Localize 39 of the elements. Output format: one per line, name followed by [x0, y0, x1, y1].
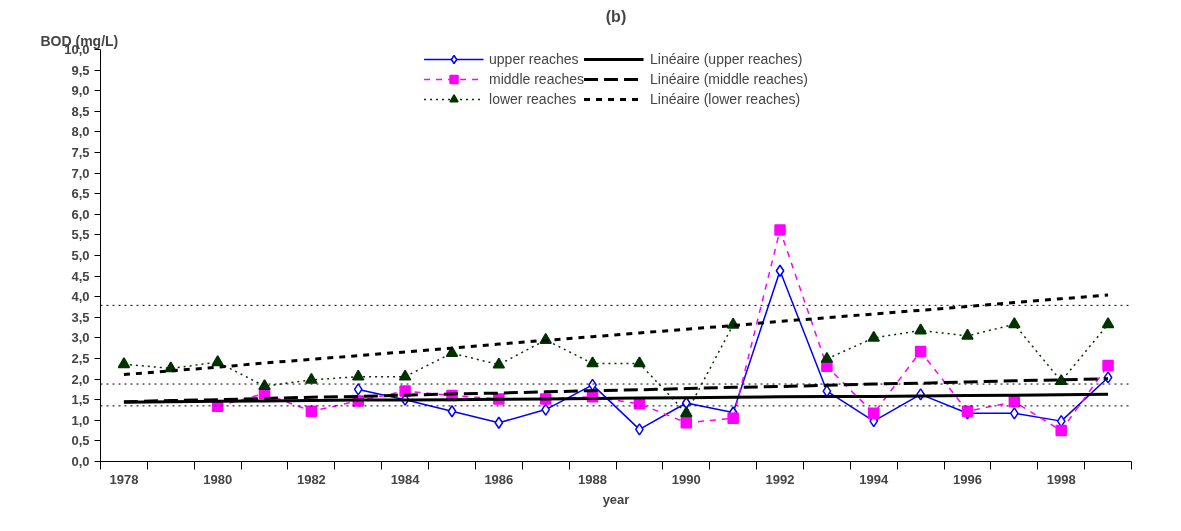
y-tick-label: 2,0 — [71, 371, 90, 387]
y-tick-label: 9,5 — [71, 62, 90, 78]
x-tick-label: 1990 — [671, 471, 701, 487]
x-tick-label: 1986 — [484, 471, 514, 487]
y-tick-label: 6,5 — [71, 186, 90, 202]
y-tick-label: 0,5 — [71, 433, 90, 449]
y-tick-label: 5,5 — [71, 227, 90, 243]
x-axis-title: year — [602, 491, 630, 507]
x-tick-label: 1994 — [859, 471, 889, 487]
y-tick-label: 3,5 — [71, 309, 90, 325]
y-tick-label: 0,0 — [71, 454, 90, 469]
y-tick-label: 4,5 — [71, 268, 90, 284]
y-tick-label: 3,0 — [71, 330, 90, 346]
y-tick-label: 7,0 — [71, 165, 90, 181]
y-tick-label: 2,5 — [71, 351, 90, 366]
x-tick-label: 1992 — [765, 471, 795, 487]
y-tick-label: 7,5 — [71, 145, 90, 160]
legend-label: lower reaches — [489, 91, 577, 107]
legend-label: middle reaches — [489, 71, 584, 87]
x-tick-label: 1998 — [1046, 471, 1076, 487]
x-tick-label: 1984 — [390, 471, 421, 487]
legend-label: upper reaches — [489, 51, 579, 67]
chart-title: (b) — [605, 7, 627, 25]
y-tick-label: 1,5 — [71, 392, 90, 408]
x-tick-label: 1996 — [953, 471, 982, 487]
y-tick-label: 8,5 — [71, 103, 90, 119]
legend-label: Linéaire (lower reaches) — [649, 91, 801, 107]
y-tick-label: 5,0 — [71, 248, 90, 263]
y-tick-label: 1,0 — [71, 412, 90, 428]
y-tick-label: 9,0 — [71, 83, 90, 99]
y-tick-label: 6,0 — [71, 206, 90, 222]
x-tick-label: 1982 — [296, 471, 326, 487]
x-tick-label: 1980 — [203, 471, 233, 487]
x-tick-label: 1978 — [109, 471, 139, 487]
legend-label: Linéaire (middle reaches) — [649, 71, 808, 87]
legend-label: Linéaire (upper reaches) — [649, 51, 803, 67]
y-tick-label: 4,0 — [71, 289, 90, 305]
x-tick-label: 1988 — [578, 471, 608, 487]
y-tick-label: 8,0 — [71, 124, 90, 140]
